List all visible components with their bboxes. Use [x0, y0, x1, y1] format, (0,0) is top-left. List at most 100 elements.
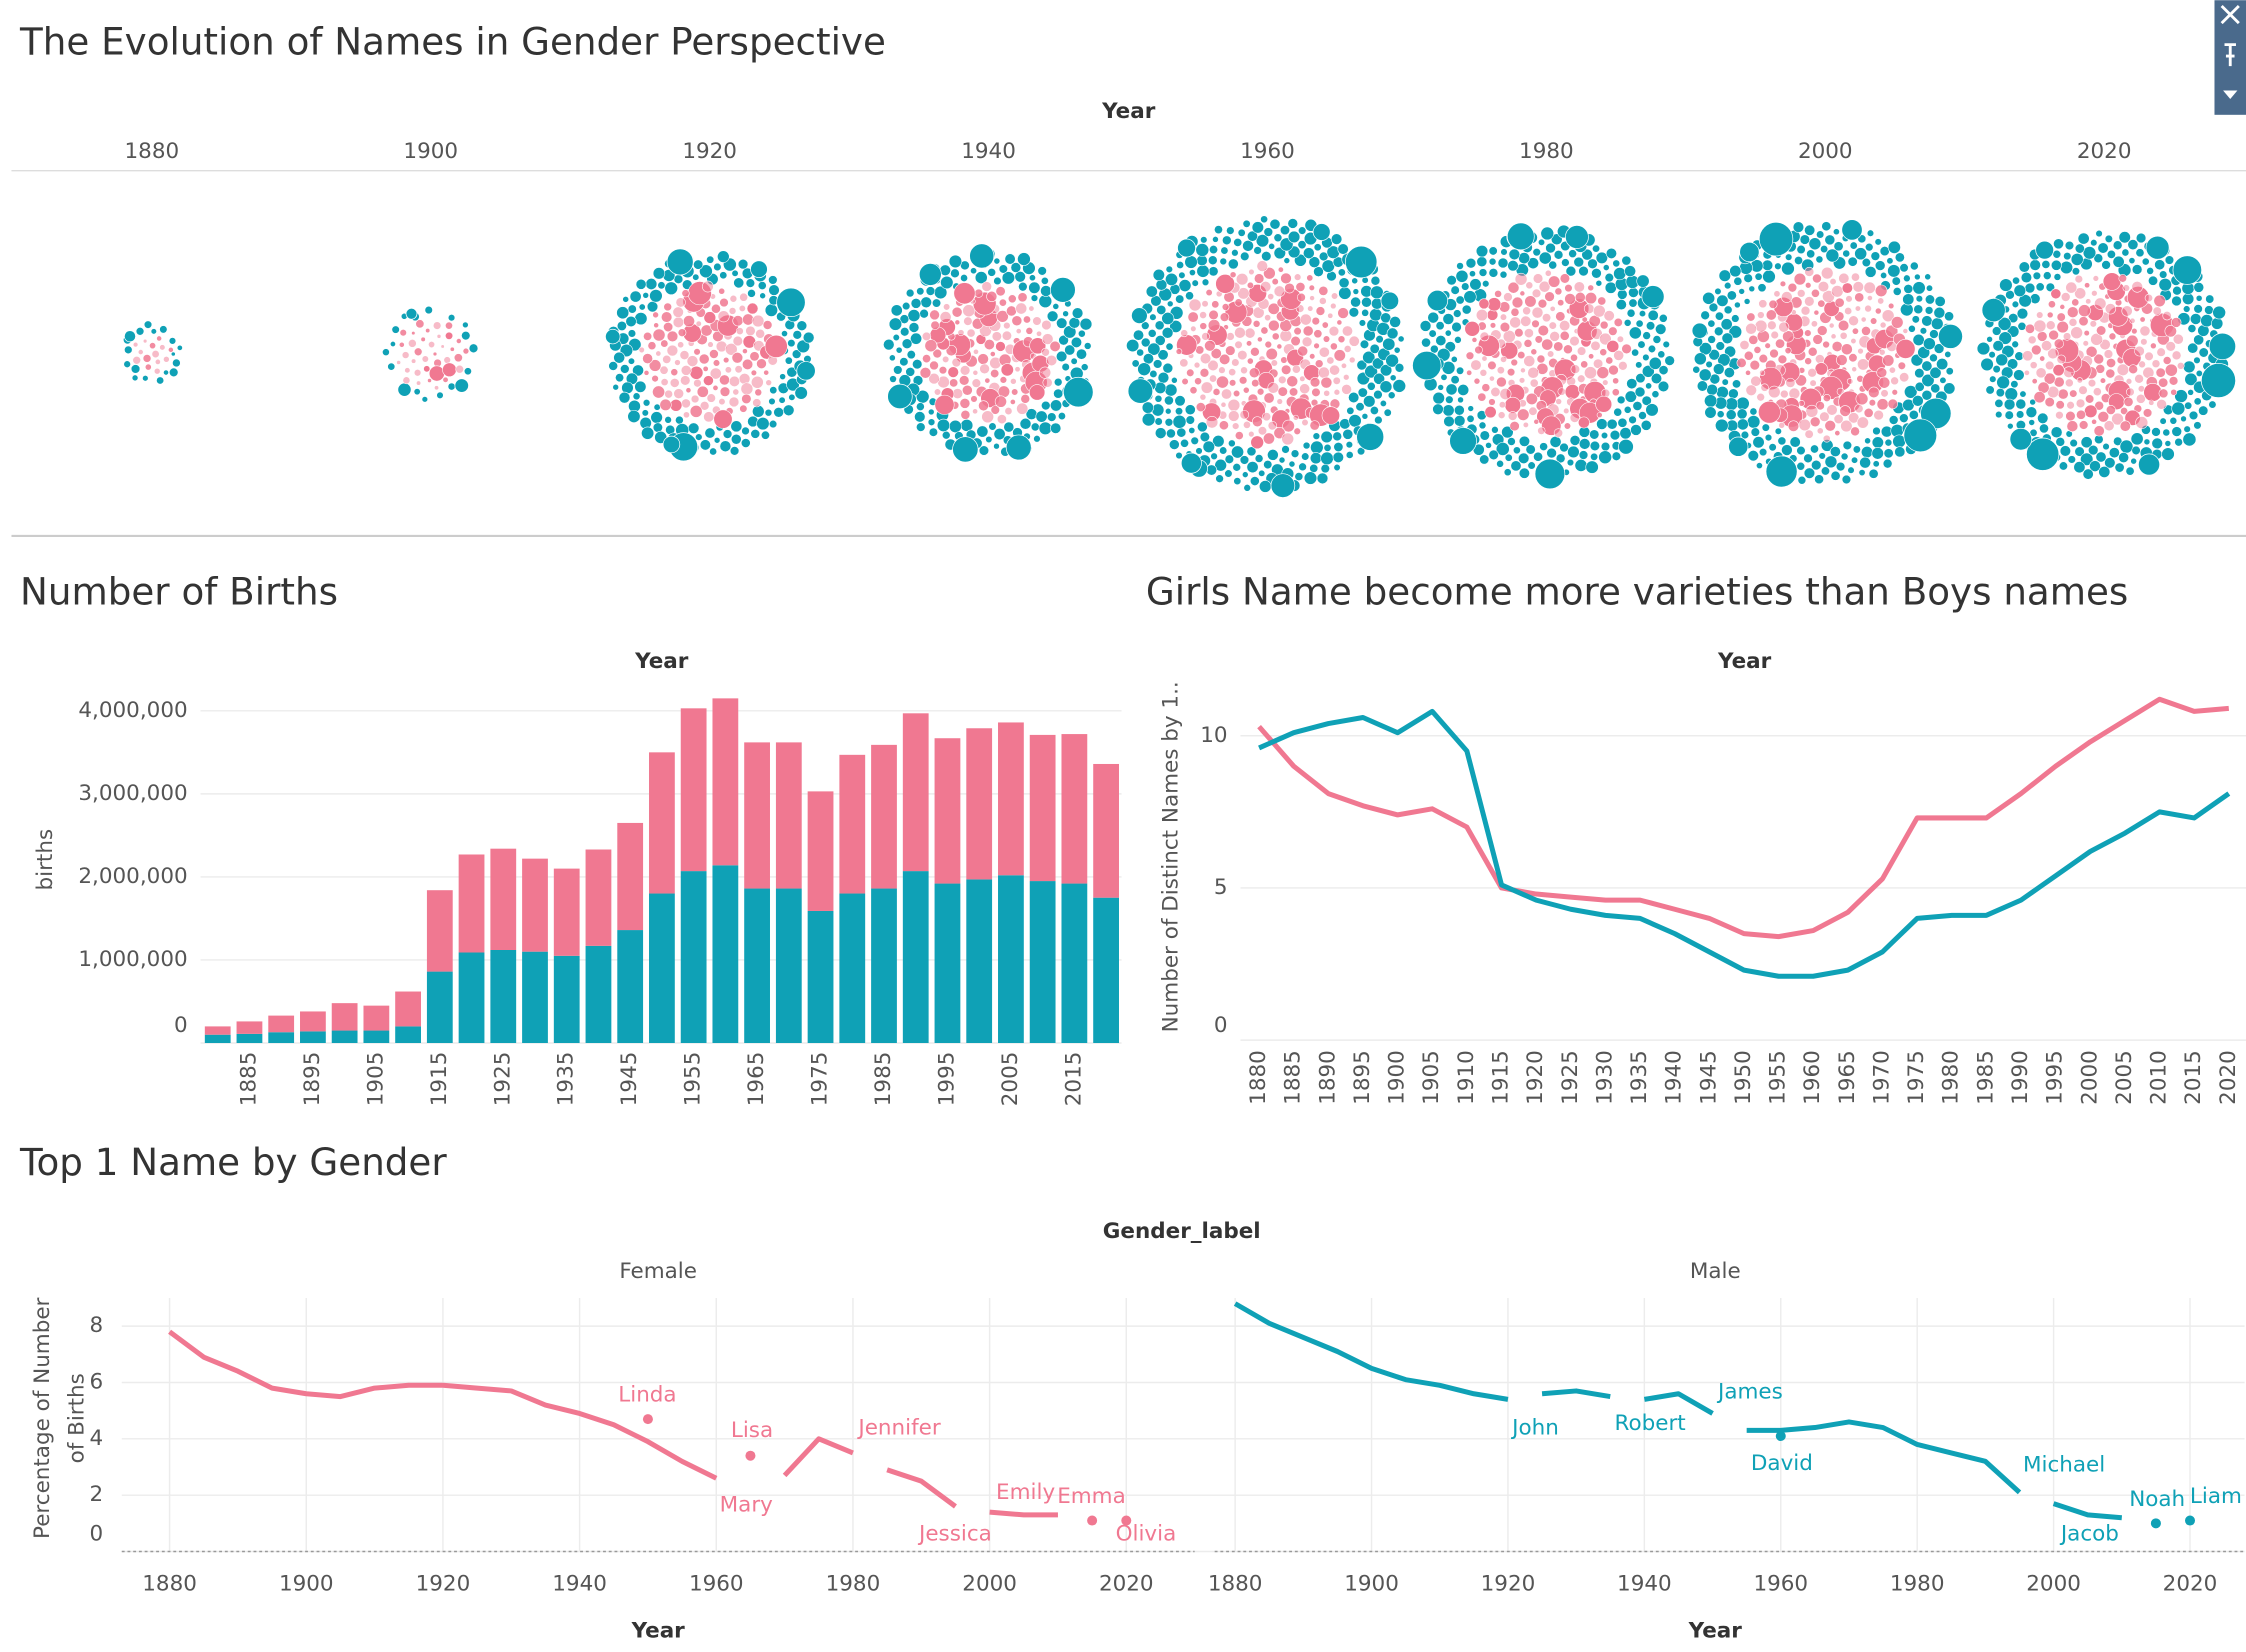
bubble	[1504, 396, 1522, 414]
bubble	[1810, 444, 1819, 454]
bubble	[2152, 306, 2162, 316]
bubble	[1214, 225, 1223, 235]
bubble	[1871, 447, 1884, 460]
bar-segment	[839, 754, 866, 894]
bubble	[1782, 330, 1795, 343]
bubble	[974, 271, 988, 284]
bubble	[2104, 234, 2113, 244]
bubble	[2073, 461, 2086, 474]
bubble	[1362, 350, 1376, 364]
bubble	[1457, 384, 1470, 396]
bubble	[462, 347, 470, 355]
bubble	[660, 378, 669, 387]
bubble	[1824, 234, 1836, 246]
bubble	[734, 365, 743, 374]
bubble	[1253, 246, 1262, 255]
line	[1643, 1391, 1714, 1416]
bubble	[784, 356, 793, 365]
x-tick-label: 1940	[1617, 1571, 1672, 1596]
bubble	[941, 430, 951, 440]
bubble	[1992, 365, 2001, 374]
bubble	[652, 328, 666, 342]
bubble	[1837, 319, 1850, 332]
bubble	[2153, 294, 2166, 308]
bubble	[1524, 295, 1537, 308]
bubble	[916, 422, 926, 432]
close-icon[interactable]	[2220, 4, 2240, 25]
bubble	[960, 274, 968, 282]
bubble	[2184, 372, 2198, 386]
bubble	[1553, 341, 1564, 352]
bubble	[1318, 297, 1327, 305]
bubble	[1729, 265, 1742, 278]
bubble	[413, 369, 422, 377]
bubble	[1219, 353, 1231, 365]
bubble	[1306, 274, 1314, 282]
bubble	[972, 369, 979, 376]
bubble	[768, 284, 780, 296]
bubble	[2045, 320, 2056, 331]
bubble	[2092, 275, 2100, 282]
bubble	[972, 408, 979, 415]
bubble	[1055, 350, 1068, 363]
bubble	[2080, 452, 2094, 466]
bubble	[2041, 260, 2051, 269]
bubble	[1498, 401, 1506, 409]
bubble	[1706, 383, 1718, 396]
bubble	[739, 292, 749, 302]
bubble	[1255, 234, 1270, 248]
bubble	[765, 379, 772, 386]
bubble	[1723, 367, 1735, 379]
bubble	[2099, 377, 2107, 384]
pin-icon[interactable]	[2224, 43, 2236, 67]
bubble	[1015, 328, 1022, 335]
bubble	[1995, 353, 2009, 367]
bubble	[2063, 366, 2075, 378]
bubble	[1242, 240, 1254, 252]
bubble	[1872, 426, 1881, 436]
bubble	[703, 311, 717, 324]
bubble	[1600, 441, 1611, 452]
bubble	[1215, 274, 1235, 294]
bubble	[1003, 421, 1015, 433]
bubble	[924, 339, 938, 353]
bubble	[1651, 390, 1660, 399]
bubble	[709, 367, 722, 380]
bubble	[1185, 415, 1195, 425]
bar-segment	[902, 871, 929, 1044]
bubble	[1497, 411, 1506, 419]
bubble	[1621, 255, 1632, 266]
x-tick-label: 1945	[617, 1052, 642, 1107]
bubble	[1337, 335, 1346, 344]
bubble	[725, 343, 738, 356]
bubble	[1882, 354, 1895, 367]
bubble	[1188, 427, 1196, 434]
bubble	[2005, 290, 2015, 300]
bubble	[751, 314, 765, 328]
bubble	[442, 376, 449, 383]
toolbar	[2214, 0, 2246, 115]
bubble	[1477, 392, 1487, 402]
bubble	[2012, 276, 2020, 285]
bubble	[2174, 437, 2183, 447]
bubble	[906, 350, 916, 360]
bubble	[642, 292, 649, 299]
bubble	[1912, 395, 1924, 407]
bubble	[888, 317, 903, 331]
bubble	[615, 373, 625, 383]
bubble	[960, 409, 971, 420]
bar-segment	[744, 888, 770, 1044]
bubble	[1714, 287, 1722, 295]
bubble	[703, 411, 715, 423]
bubble	[1657, 350, 1666, 359]
y-tick-label: 4	[89, 1426, 103, 1451]
bubble	[1164, 383, 1178, 397]
bubble	[2091, 418, 2098, 425]
bubble	[1757, 283, 1767, 293]
bubble	[920, 296, 932, 309]
bubble	[625, 315, 637, 328]
menu-icon[interactable]	[2223, 90, 2238, 100]
y-tick-label: 2,000,000	[78, 864, 187, 889]
bubble	[1286, 375, 1299, 388]
bubble	[1195, 402, 1206, 412]
